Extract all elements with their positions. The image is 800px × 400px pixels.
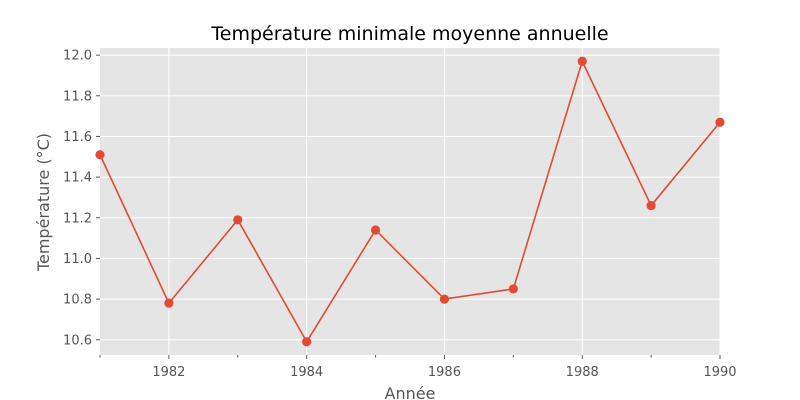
chart-title: Température minimale moyenne annuelle [210,23,608,45]
data-point [164,298,174,308]
plot-background [100,48,720,355]
x-tick-label: 1988 [566,365,599,380]
y-tick-label: 12.0 [63,49,92,64]
data-point [95,150,105,160]
y-tick-label: 11.6 [63,130,92,145]
data-point [577,56,587,66]
y-tick-label: 11.8 [63,89,92,104]
x-tick-label: 1986 [428,365,461,380]
data-point [439,294,450,304]
ticks: 10.6 10.8 11.0 11.2 11.4 11.6 11.8 12.0 1982 1984… [63,49,737,380]
series-line [99,60,721,343]
y-tick-label: 10.8 [63,293,92,308]
y-tick-label: 11.4 [63,171,92,186]
y-tick-label: 11.2 [63,211,92,226]
y-tick-label: 10.6 [63,333,92,348]
grid [100,48,721,355]
data-point [646,200,656,211]
y-tick-label: 11.0 [63,252,92,267]
data-point [370,225,381,235]
x-tick-label: 1990 [703,365,736,380]
series-layer [95,56,725,347]
data-point [715,117,725,127]
x-tick-label: 1982 [152,365,185,380]
x-axis-label: Année [385,384,436,400]
data-point [302,337,312,347]
x-tick-label: 1984 [290,365,323,380]
y-axis-label: Température (°C) [34,133,53,272]
data-point [508,284,518,294]
data-point [233,215,243,225]
